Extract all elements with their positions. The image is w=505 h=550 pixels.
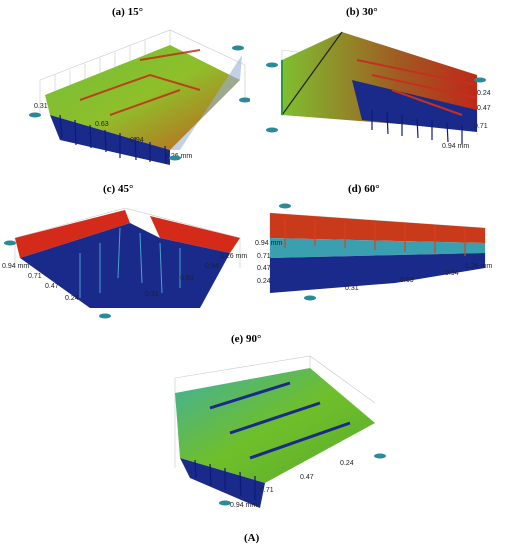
panel-e-tick-2: 0.47 [300, 474, 314, 481]
panel-c-tick-3: 0.47 [45, 283, 59, 290]
panel-c-red-right [150, 216, 240, 253]
panel-b-tick-1: 0.24 [477, 90, 491, 97]
panel-d-tick-5: 0.31 [345, 285, 359, 292]
panel-d-tick-3: 0.47 [257, 265, 271, 272]
panel-a-axis-handles [29, 45, 250, 161]
panel-d-surface-plot: 0.94 mm 0.71 0.47 0.24 0.31 0.63 0.94 1.… [255, 203, 492, 301]
panel-c-tick-8: 1.26 mm [220, 253, 247, 260]
panel-a-spikes [59, 114, 167, 165]
panel-d-deep-region [270, 253, 485, 293]
panel-c-spikes [79, 227, 181, 298]
panel-b-deep-region [352, 80, 477, 132]
panel-e-tick-3: 0.71 [260, 487, 274, 494]
panel-c-deep-region [20, 223, 230, 308]
figure-label: (A) [244, 532, 260, 544]
panel-c-tick-7: 0.94 [205, 263, 219, 270]
panel-b-tick-4: 0.94 mm [442, 143, 469, 150]
panel-d-red-top [270, 213, 485, 243]
panel-b-tick-3: 0.71 [474, 123, 488, 130]
panel-b-axis-handles [266, 62, 486, 133]
panel-c-tick-4: 0.24 [65, 295, 79, 302]
panel-a-ridges [79, 49, 201, 116]
panel-a-title: (a) 15° [112, 6, 143, 18]
panel-d-title: (d) 60° [348, 183, 380, 195]
panel-c-tick-6: 0.63 [180, 275, 194, 282]
panel-d-tick-8: 1.26 mm [465, 263, 492, 270]
panel-e-tick-1: 0.24 [340, 460, 354, 467]
panel-d-tick-4: 0.24 [257, 278, 271, 285]
panel-c-tick-1: 0.94 mm [2, 263, 29, 270]
panel-c-surface-plot: 0.94 mm 0.71 0.47 0.24 0.31 0.63 0.94 1.… [2, 207, 247, 319]
panel-d-spikes [284, 218, 466, 256]
panel-b-spikes [371, 110, 463, 144]
panel-d-axis-handles [279, 203, 316, 301]
panel-c-axis-handles [4, 240, 111, 319]
panel-b-surface-plot: 0.24 0.47 0.71 0.94 mm [266, 31, 491, 150]
panel-c-title: (c) 45° [103, 183, 134, 195]
panel-e-surface-plot: 0.24 0.47 0.71 0.94 mm [174, 355, 386, 509]
panel-b-tick-2: 0.47 [477, 105, 491, 112]
panel-a-surface [45, 45, 240, 150]
panel-c-tick-5: 0.31 [145, 291, 159, 298]
panel-e-title: (e) 90° [231, 333, 262, 345]
panel-c-tick-2: 0.71 [28, 273, 42, 280]
panel-c-red-left [15, 210, 130, 258]
panel-b-title: (b) 30° [346, 6, 378, 18]
panel-e-tick-4: 0.94 mm [230, 502, 257, 509]
panel-a-deep-region [50, 115, 170, 165]
panel-d-tick-7: 0.94 [445, 270, 459, 277]
panel-b-edge-line [281, 31, 343, 116]
panel-e-ridges [209, 381, 351, 460]
panel-a-tick-2: 0.63 [95, 121, 109, 128]
panel-d-tick-6: 0.63 [400, 277, 414, 284]
panel-a-tick-3: 0.94 [130, 137, 144, 144]
panel-e-surface [175, 368, 375, 483]
panel-e-spikes [194, 459, 256, 500]
panel-d-mid-band [270, 238, 485, 258]
panel-b-ridges [356, 59, 478, 116]
panel-a-tick-1: 0.31 [34, 103, 48, 110]
panel-e-axis-handles [219, 453, 386, 506]
panel-e-deep-region [180, 458, 265, 508]
panel-d-tick-2: 0.71 [257, 253, 271, 260]
panel-d-tick-1: 0.94 mm [255, 240, 282, 247]
panel-a-surface-plot: 0.31 0.63 0.94 1.26 mm [29, 29, 250, 165]
